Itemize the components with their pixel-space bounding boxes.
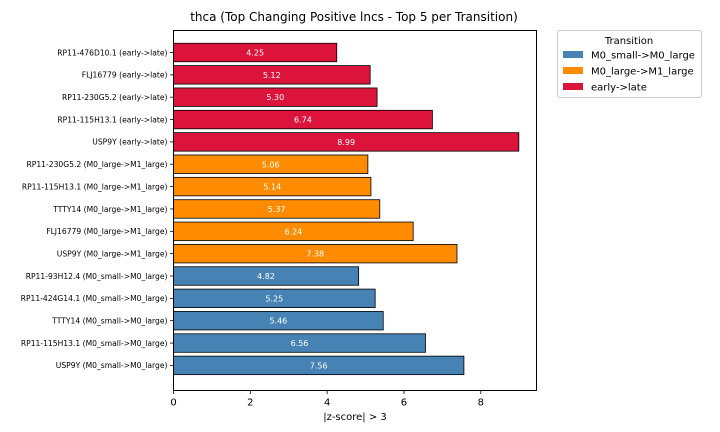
x-tick-label: 2 bbox=[247, 398, 253, 409]
y-tick-label: RP11-230G5.2 (M0_large->M1_large) bbox=[26, 160, 167, 169]
bar-value-label: 7.56 bbox=[310, 361, 328, 370]
legend: Transition M0_small->M0_large M0_large->M… bbox=[557, 30, 702, 98]
bar-value-label: 4.82 bbox=[257, 272, 275, 281]
legend-swatch bbox=[563, 67, 583, 74]
bar-value-label: 5.12 bbox=[263, 71, 281, 80]
bar-value-label: 5.06 bbox=[262, 160, 280, 169]
legend-swatch bbox=[563, 51, 583, 58]
x-tick-label: 4 bbox=[324, 398, 330, 409]
x-axis-label: |z-score| > 3 bbox=[323, 412, 387, 423]
x-axis: 0 2 4 6 8 bbox=[170, 390, 484, 409]
plot-frame bbox=[173, 30, 537, 391]
y-axis: RP11-476D10.1 (early->late) FLJ16779 (ear… bbox=[21, 48, 174, 370]
y-tick-label: RP11-115H13.1 (early->late) bbox=[57, 115, 167, 124]
y-tick-label: FLJ16779 (M0_large->M1_large) bbox=[46, 227, 167, 236]
legend-label: M0_small->M0_large bbox=[591, 51, 695, 62]
y-tick-label: USP9Y (M0_small->M0_large) bbox=[56, 361, 168, 370]
bar-value-label: 5.25 bbox=[265, 294, 283, 303]
bar-value-label: 6.24 bbox=[284, 227, 302, 236]
x-tick-label: 6 bbox=[401, 398, 407, 409]
bar-value-label: 8.99 bbox=[337, 138, 355, 147]
legend-title: Transition bbox=[604, 36, 653, 47]
legend-label: M0_large->M1_large bbox=[591, 67, 694, 78]
bar-value-label: 6.74 bbox=[294, 116, 312, 125]
y-tick-label: RP11-115H13.1 (M0_large->M1_large) bbox=[22, 182, 168, 191]
bars-layer: 4.25 5.12 5.30 6.74 8.99 5.06 5.14 5.37 6.24 7.38… bbox=[173, 42, 520, 376]
bar-value-label: 6.56 bbox=[291, 339, 309, 348]
y-tick-label: RP11-93H12.4 (M0_small->M0_large) bbox=[26, 272, 168, 281]
bar-value-label: 5.14 bbox=[263, 183, 281, 192]
bar-value-label: 7.38 bbox=[306, 250, 324, 259]
legend-entries: M0_small->M0_large M0_large->M1_largeearl… bbox=[563, 51, 695, 94]
bar-value-label: 5.30 bbox=[266, 93, 284, 102]
bar-value-label: 5.46 bbox=[269, 317, 287, 326]
chart-title: thca (Top Changing Positive lncs - Top 5… bbox=[190, 10, 518, 24]
y-tick-label: RP11-115H13.1 (M0_small->M0_large) bbox=[21, 339, 168, 348]
bar-value-label: 5.37 bbox=[268, 205, 286, 214]
legend-box bbox=[557, 30, 702, 98]
legend-label: early->late bbox=[591, 83, 647, 94]
legend-swatch bbox=[563, 83, 583, 90]
y-tick-label: USP9Y (M0_large->M1_large) bbox=[57, 249, 168, 258]
y-tick-label: RP11-476D10.1 (early->late) bbox=[57, 48, 167, 57]
x-tick-label: 0 bbox=[170, 398, 176, 409]
y-tick-label: TTTY14 (M0_small->M0_large) bbox=[51, 317, 167, 326]
y-tick-label: RP11-424G14.1 (M0_small->M0_large) bbox=[21, 294, 168, 303]
bar-value-label: 4.25 bbox=[246, 49, 264, 58]
y-tick-label: TTTY14 (M0_large->M1_large) bbox=[52, 205, 167, 214]
y-tick-label: FLJ16779 (early->late) bbox=[82, 71, 168, 80]
y-tick-label: RP11-230G5.2 (early->late) bbox=[62, 93, 168, 102]
y-tick-label: USP9Y (early->late) bbox=[92, 138, 167, 147]
x-tick-label: 8 bbox=[478, 398, 484, 409]
